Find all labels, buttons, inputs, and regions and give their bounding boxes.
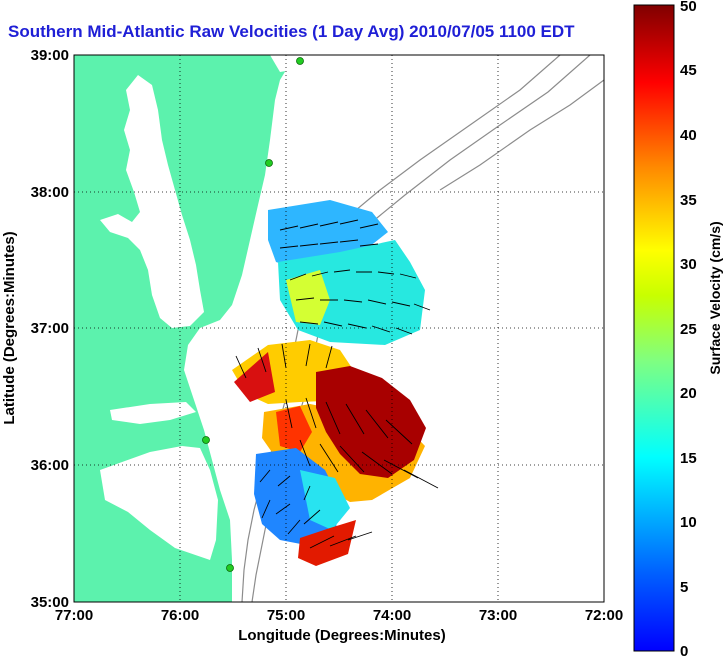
colorbar-tick: 20: [680, 385, 697, 402]
x-axis-label: Longitude (Degrees:Minutes): [238, 627, 446, 644]
lat-tick: 38:00: [31, 184, 69, 201]
velocity-arrows: [235, 219, 439, 549]
colorbar-label: Surface Velocity (cm/s): [707, 221, 723, 374]
colorbar-tick: 35: [680, 192, 697, 209]
chesapeake-bay: [100, 75, 204, 328]
lon-tick: 75:00: [267, 607, 305, 624]
station-marker: [296, 57, 304, 65]
grid-lines: [74, 55, 604, 602]
map-title: Southern Mid-Atlantic Raw Velocities (1 …: [8, 22, 575, 41]
lon-tick-labels: 77:00 76:00 75:00 74:00 73:00 72:00: [55, 607, 623, 624]
lon-tick: 72:00: [585, 607, 623, 624]
colorbar-tick: 0: [680, 643, 688, 659]
colorbar-tick: 30: [680, 256, 697, 273]
station-marker: [226, 564, 234, 572]
delaware-bay: [270, 55, 300, 72]
colorbar-tick: 50: [680, 0, 697, 15]
colorbar-tick: 25: [680, 321, 697, 338]
lon-tick: 77:00: [55, 607, 93, 624]
lon-tick: 74:00: [373, 607, 411, 624]
pamlico-sound: [100, 446, 218, 560]
lon-tick: 73:00: [479, 607, 517, 624]
colorbar-tick: 45: [680, 62, 697, 79]
y-axis-label: Latitude (Degrees:Minutes): [1, 231, 18, 424]
station-marker: [265, 159, 273, 167]
colorbar-tick: 15: [680, 450, 697, 467]
plot-frame: [73, 54, 605, 603]
colorbar-ticks: 50 45 40 35 30 25 20 15 10 5 0: [680, 0, 697, 660]
albemarle-sound: [110, 402, 196, 424]
lat-tick: 35:00: [31, 594, 69, 611]
colorbar-tick: 40: [680, 127, 697, 144]
lat-tick: 36:00: [31, 457, 69, 474]
station-markers: [202, 57, 304, 572]
lat-tick: 39:00: [31, 47, 69, 64]
colorbar: [633, 4, 675, 652]
lat-tick: 37:00: [31, 320, 69, 337]
lat-tick-labels: 39:00 38:00 37:00 36:00 35:00: [31, 47, 69, 611]
colorbar-tick: 10: [680, 514, 697, 531]
colorbar-tick: 5: [680, 579, 688, 596]
station-marker: [202, 436, 210, 444]
lon-tick: 76:00: [161, 607, 199, 624]
